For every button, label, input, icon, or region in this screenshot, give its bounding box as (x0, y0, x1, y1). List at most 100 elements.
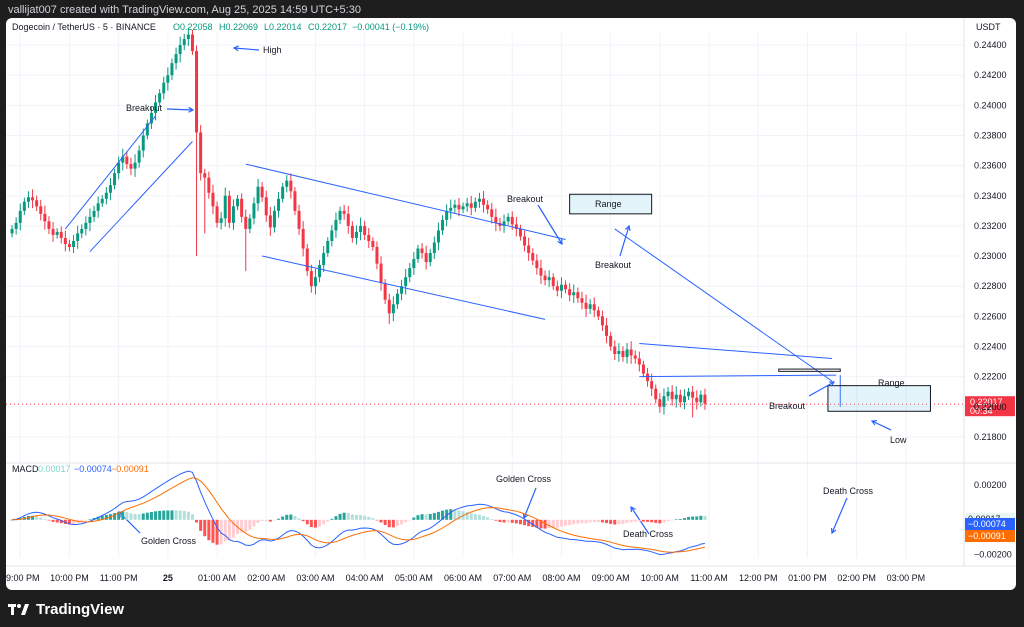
candle-body (162, 82, 166, 94)
breakout-label-3: Breakout (595, 260, 632, 270)
candle-body (523, 236, 527, 246)
macd-histogram-bar (305, 519, 309, 525)
chart-title: Dogecoin / TetherUS · 5 · BINANCE (12, 22, 156, 32)
macd-histogram-bar (182, 511, 186, 520)
death-cross-label-2: Death Cross (823, 486, 874, 496)
macd-histogram-bar (695, 516, 699, 520)
time-tick-label: 08:00 AM (542, 573, 580, 583)
candle-body (506, 216, 510, 222)
macd-histogram-bar (650, 519, 654, 523)
candle-body (59, 231, 63, 238)
range-box-upper (569, 193, 653, 215)
candle-body (346, 213, 350, 226)
macd-histogram-bar (539, 519, 543, 529)
macd-histogram-bar (662, 519, 666, 523)
candle-body (682, 396, 686, 403)
candle-body (441, 219, 445, 231)
candle-body (486, 204, 490, 210)
macd-histogram-bar (252, 519, 256, 527)
candle-body (420, 248, 424, 254)
macd-histogram-bar (687, 516, 691, 520)
macd-histogram-bar (129, 513, 133, 520)
downtrend-channel-upper (639, 342, 833, 360)
macd-histogram-bar (334, 516, 338, 520)
candle-body (313, 277, 317, 287)
candle-body (207, 177, 211, 193)
macd-histogram-bar (428, 513, 432, 520)
macd-histogram-bar (186, 511, 190, 520)
time-tick-label: 10:00 AM (641, 573, 679, 583)
candle-body (691, 391, 695, 398)
macd-histogram-bar (92, 518, 96, 520)
candle-body (432, 242, 436, 254)
macd-histogram-bar (149, 511, 153, 520)
candle-body (375, 247, 379, 264)
death-cross-2-arrow (831, 497, 848, 534)
last-price-countdown: 00:34 (970, 406, 993, 416)
candle-body (527, 245, 531, 254)
macd-histogram-bar (145, 512, 149, 520)
candle-body (572, 292, 576, 296)
candle-body (195, 51, 199, 133)
macd-histogram-bar (543, 519, 547, 529)
breakout-2-arrow-head (557, 238, 563, 246)
macd-histogram-bar (195, 519, 199, 523)
candle-body (662, 396, 666, 407)
candle-body (404, 277, 408, 287)
candle-body (592, 304, 596, 311)
signal-value-tag: −0.00091 (968, 531, 1006, 541)
macd-histogram-bar (51, 519, 55, 522)
last-price-value: 0.22017 (970, 397, 1003, 407)
candle-body (72, 240, 76, 248)
macd-histogram-bar (117, 512, 121, 520)
macd-histogram-bar (629, 519, 633, 523)
candle-body (240, 198, 244, 217)
candle-body (428, 253, 432, 263)
macd-legend-hist: 0.00017 (38, 464, 71, 474)
candle-body (391, 304, 395, 314)
range-box-lower (827, 385, 931, 412)
macd-histogram-bar (486, 517, 490, 520)
candle-body (84, 222, 88, 229)
candle-body (412, 259, 416, 269)
macd-histogram-bar (326, 519, 330, 522)
macd-histogram-bar (383, 519, 387, 526)
candle-body (334, 219, 338, 231)
time-tick-label: 03:00 PM (887, 573, 926, 583)
macd-histogram-bar (125, 512, 129, 520)
candle-body (14, 222, 18, 229)
candle-body (211, 192, 215, 207)
candle-body (117, 162, 121, 174)
macd-tick-label: 0.00200 (974, 480, 1007, 490)
macd-histogram-bar (240, 519, 244, 533)
chart-panel: 0.22017 00:34 High Breakout Breakout Range Bre… (6, 18, 1016, 590)
macd-histogram-bar (39, 517, 43, 520)
macd-histogram-bar (379, 519, 383, 523)
candle-body (678, 394, 682, 403)
death-cross-label-1: Death Cross (623, 529, 674, 539)
macd-histogram-bar (264, 519, 268, 522)
macd-histogram-bar (400, 519, 404, 525)
candle-body (408, 268, 412, 278)
candle-body (518, 228, 522, 237)
macd-histogram-bar (313, 519, 317, 528)
candle-body (223, 195, 227, 219)
signal-value-tag-bg (965, 530, 1015, 542)
macd-histogram-bar (162, 510, 166, 520)
candle-body (461, 206, 465, 210)
macd-histogram-bar (527, 519, 531, 527)
candle-body (174, 54, 178, 64)
macd-histogram-bar (301, 519, 305, 522)
price-tick-label: 0.22200 (974, 372, 1007, 382)
ohlc-open: O0.22058 (173, 22, 213, 32)
macd-histogram-bar (47, 519, 51, 521)
macd-histogram-bar (588, 519, 592, 523)
time-tick-label: 11:00 AM (690, 573, 727, 583)
macd-histogram-bar (555, 519, 559, 528)
golden-cross-label-2: Golden Cross (496, 474, 552, 484)
price-series (10, 27, 707, 418)
macd-histogram-bar (637, 519, 641, 522)
time-tick-label: 12:00 PM (739, 573, 778, 583)
macd-histogram-bar (342, 512, 346, 520)
